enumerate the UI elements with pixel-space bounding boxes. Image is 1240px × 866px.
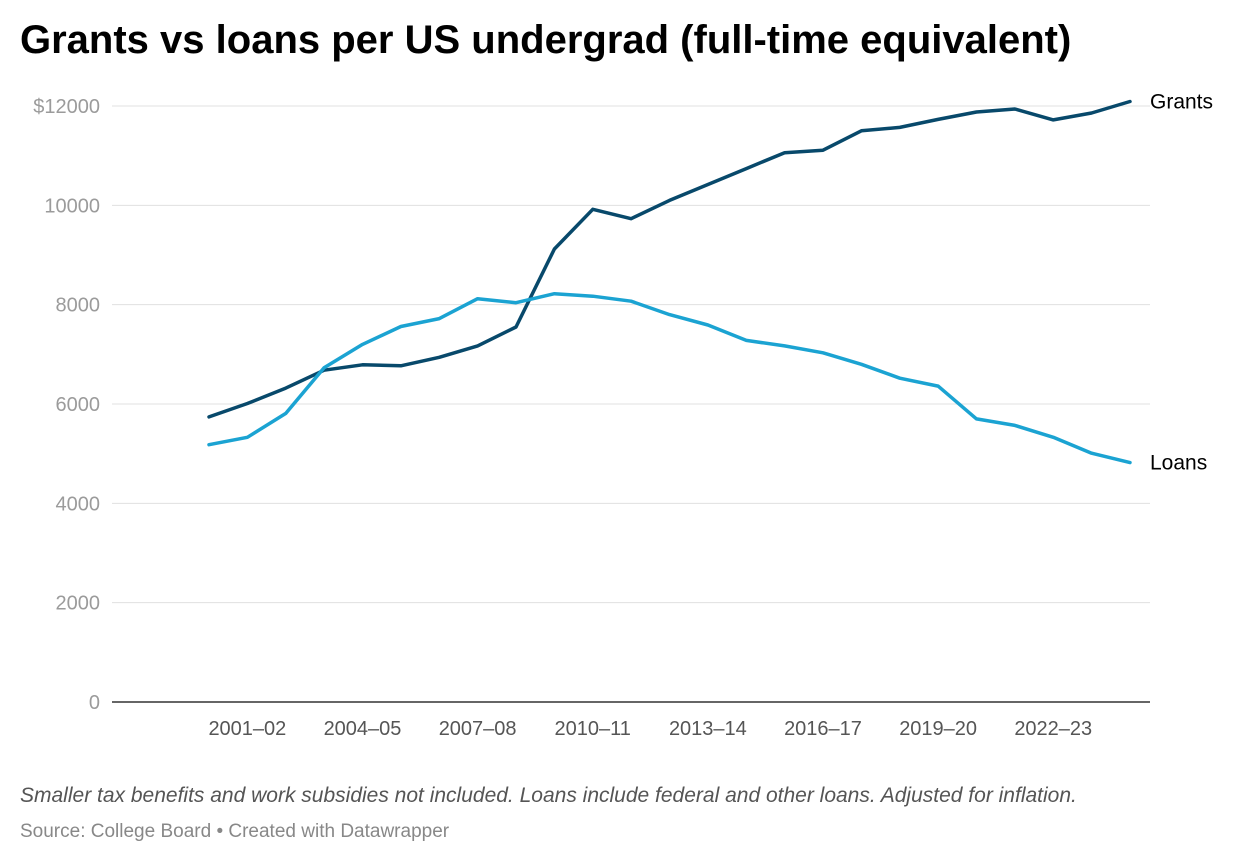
x-tick-label: 2010–11 (555, 718, 631, 740)
y-tick-label: 4000 (56, 493, 101, 515)
x-tick-label: 2019–20 (899, 718, 977, 740)
x-tick-label: 2007–08 (439, 718, 517, 740)
x-tick-label: 2016–17 (784, 718, 862, 740)
x-tick-label: 2013–14 (669, 718, 747, 740)
chart-source: Source: College Board • Created with Dat… (20, 821, 450, 842)
chart-title: Grants vs loans per US undergrad (full-t… (20, 18, 1072, 62)
y-tick-label: 2000 (56, 593, 101, 615)
chart-notes: Smaller tax benefits and work subsidies … (20, 784, 1077, 807)
loans-series-label: Loans (1150, 452, 1207, 475)
grants-line (207, 99, 1132, 419)
axes: $12000 10000 8000 6000 4000 2000 0 2001–02 2004–… (33, 96, 1150, 740)
y-tick-label: $12000 (33, 96, 100, 118)
y-tick-label: 0 (89, 692, 100, 714)
series-lines (207, 99, 1132, 465)
y-tick-label: 8000 (56, 295, 101, 317)
x-tick-label: 2004–05 (324, 718, 402, 740)
series-labels: Grants Loans (1150, 91, 1213, 475)
y-tick-label: 6000 (56, 394, 101, 416)
x-tick-label: 2001–02 (208, 718, 286, 740)
y-tick-label: 10000 (44, 195, 100, 217)
x-tick-label: 2022–23 (1014, 718, 1092, 740)
grants-series-label: Grants (1150, 91, 1213, 114)
gridlines (112, 105, 1150, 604)
loans-line (207, 291, 1132, 465)
